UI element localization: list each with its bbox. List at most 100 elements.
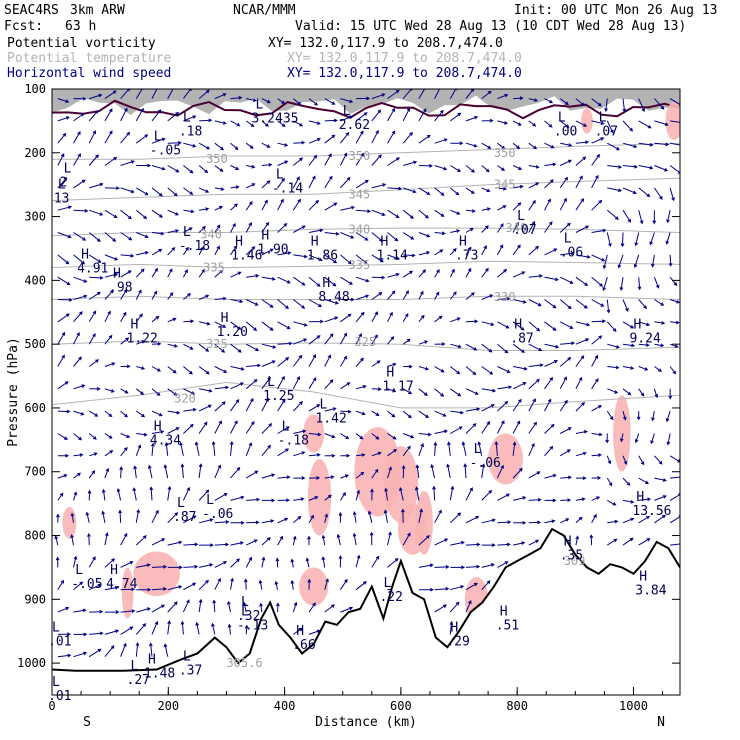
wind-arrow (324, 118, 338, 123)
wind-arrow (293, 321, 308, 327)
wind-arrow (324, 604, 335, 613)
wind-arrow (214, 142, 225, 151)
wind-arrow (308, 120, 321, 125)
wind-arrow (544, 360, 559, 367)
wind-arrow (179, 441, 184, 456)
wind-arrow (387, 130, 396, 144)
y-tick-label: 700 (24, 465, 46, 479)
wind-arrow (559, 176, 568, 189)
wind-arrow (622, 321, 635, 329)
pv-extremum-value: .07 (595, 124, 618, 139)
wind-arrow (104, 388, 115, 393)
wind-arrow (104, 467, 110, 479)
wind-arrow (118, 509, 122, 523)
pv-extremum-marker: L (154, 129, 162, 144)
wind-arrow (575, 140, 590, 145)
wind-arrow (54, 535, 59, 546)
wind-arrow (559, 98, 569, 106)
wind-arrow (355, 433, 364, 440)
wind-arrow (88, 310, 97, 323)
wind-arrow (57, 254, 70, 265)
wind-arrow (198, 246, 204, 256)
wind-arrow (497, 165, 506, 171)
pv-extremum-marker: L (58, 177, 66, 192)
wind-arrow (560, 142, 573, 147)
wind-arrow (194, 441, 200, 456)
wind-arrow (214, 120, 227, 125)
wind-arrow (654, 321, 666, 325)
wind-arrow (652, 210, 657, 225)
wind-arrow (367, 510, 373, 523)
wind-arrow (57, 474, 68, 479)
wind-arrow (654, 455, 663, 465)
pv-extremum-marker: L (131, 659, 139, 674)
pv-extremum-marker: L (383, 576, 391, 591)
wind-arrow (214, 464, 222, 479)
wind-arrow (544, 179, 554, 189)
wind-arrow (371, 93, 386, 100)
wind-arrow (669, 98, 680, 107)
wind-arrow (151, 564, 168, 569)
theta-contour-label: 325 (206, 337, 228, 351)
wind-arrow (135, 641, 140, 657)
wind-arrow (324, 316, 339, 323)
wind-arrow (356, 209, 372, 214)
wind-arrow (528, 220, 535, 233)
wind-arrow (167, 388, 178, 396)
wind-arrow (497, 366, 511, 373)
wind-arrow (434, 586, 450, 591)
wind-arrow (147, 464, 153, 479)
wind-arrow (104, 629, 120, 635)
wind-arrow (167, 141, 182, 145)
wind-arrow (465, 564, 481, 569)
wind-arrow (230, 541, 244, 546)
wind-arrow (638, 388, 645, 397)
wind-arrow (290, 579, 295, 590)
wind-arrow (104, 272, 119, 278)
wind-arrow (591, 354, 598, 367)
pv-extremum-marker: L (267, 375, 275, 390)
wind-arrow (57, 205, 73, 211)
wind-arrow (308, 199, 320, 211)
wind-arrow (70, 512, 75, 523)
wind-arrow (324, 379, 334, 390)
wind-arrow (402, 312, 409, 323)
wind-arrow (136, 187, 149, 196)
wind-arrow (559, 120, 570, 128)
wind-arrow (371, 410, 380, 416)
wind-arrow (199, 118, 213, 123)
wind-arrow (355, 254, 368, 265)
wind-arrow (120, 626, 134, 635)
wind-arrow (182, 599, 190, 613)
wind-arrow (308, 299, 322, 308)
wind-arrow (183, 187, 194, 195)
wind-arrow (293, 338, 308, 345)
wind-arrow (433, 441, 438, 456)
wind-arrow (340, 433, 350, 440)
wind-arrow (387, 336, 395, 345)
wind-arrow (465, 599, 472, 613)
wind-arrow (245, 556, 252, 568)
wind-arrow (198, 421, 208, 434)
pv-extremum-value: 3.2435 (252, 112, 299, 127)
wind-arrow (277, 517, 289, 524)
wind-arrow (88, 130, 96, 144)
pv-extremum-value: 2.62 (339, 118, 370, 133)
wind-arrow (638, 321, 651, 327)
wind-arrow (198, 366, 210, 375)
wind-arrow (73, 632, 88, 637)
wind-arrow (461, 441, 467, 456)
pv-extremum-value: 13 (54, 191, 70, 206)
wind-arrow (402, 410, 412, 419)
wind-arrow (575, 120, 588, 127)
wind-arrow (151, 410, 163, 417)
wind-arrow (607, 142, 620, 151)
wind-arrow (292, 299, 306, 309)
wind-arrow (512, 165, 523, 170)
pv-shading-blob (121, 567, 134, 619)
plot-frame (51, 88, 681, 696)
wind-arrow (528, 520, 542, 525)
wind-arrow (402, 445, 411, 457)
wind-arrow (528, 421, 537, 434)
